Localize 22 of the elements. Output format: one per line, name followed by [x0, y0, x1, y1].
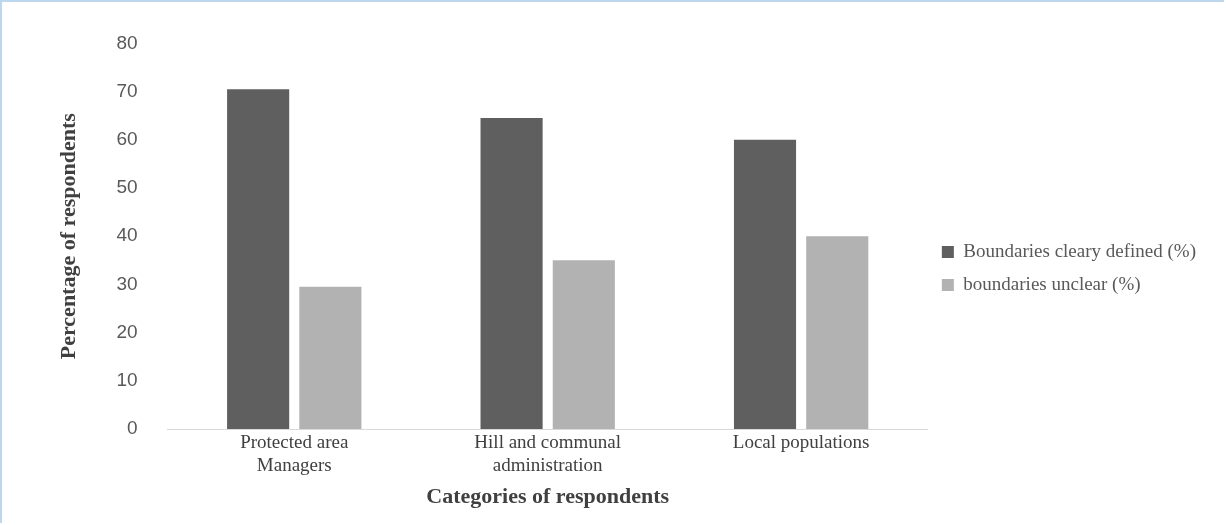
y-tick-label: 80: [116, 31, 138, 53]
y-tick-label: 60: [116, 128, 138, 150]
y-tick-label: 10: [116, 369, 138, 391]
x-tick-label: Local populations: [732, 431, 870, 453]
x-axis-title: Categories of respondents: [426, 483, 670, 509]
y-tick-label: 50: [116, 176, 138, 198]
bar: [227, 89, 290, 429]
y-tick-label: 40: [116, 224, 138, 246]
bar: [552, 260, 615, 429]
legend-label: boundaries unclear (%): [963, 272, 1141, 295]
y-axis-title: Percentage of respondents: [54, 112, 80, 360]
y-tick-label: 20: [116, 320, 138, 342]
bar: [480, 118, 543, 429]
legend-label: Boundaries cleary defined (%): [963, 239, 1197, 262]
bar: [806, 236, 869, 429]
y-tick-label: 0: [126, 417, 138, 439]
y-tick-label: 70: [116, 79, 138, 101]
x-tick-label: Hill and communal administration: [474, 431, 622, 476]
bar: [299, 286, 362, 429]
bar: [733, 139, 797, 429]
y-tick-label: 30: [116, 272, 138, 294]
x-tick-label: Protected area Managers: [240, 431, 349, 476]
